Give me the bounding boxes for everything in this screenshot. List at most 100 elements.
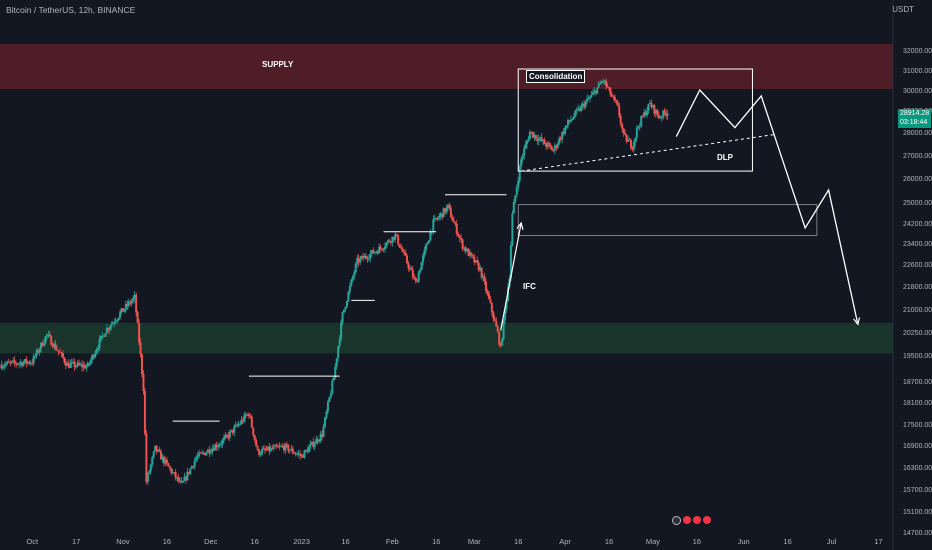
- candle-body: [616, 102, 619, 106]
- candle-body: [613, 96, 616, 101]
- candle-body: [555, 145, 558, 148]
- candle-body: [561, 131, 564, 140]
- candle-body: [249, 415, 252, 417]
- candle-body: [208, 449, 211, 454]
- candle-body: [376, 251, 379, 254]
- logo-badge[interactable]: [672, 516, 711, 525]
- y-tick-label: 20250.00: [903, 330, 932, 337]
- candle-body: [45, 334, 48, 337]
- candle-body: [315, 439, 318, 444]
- candle-body: [663, 110, 666, 114]
- candle-body: [221, 440, 224, 445]
- consolidation-label: Consolidation: [526, 70, 586, 83]
- candle-body: [0, 364, 3, 369]
- candle-body: [266, 446, 269, 450]
- candle-body: [442, 208, 445, 218]
- y-tick-label: 23400.00: [903, 241, 932, 248]
- candle-body: [356, 257, 359, 264]
- candle-body: [631, 147, 634, 150]
- candle-body: [120, 308, 123, 313]
- candle-body: [225, 435, 228, 437]
- candle-body: [351, 276, 354, 280]
- candle-body: [331, 380, 334, 394]
- candle-body: [192, 466, 195, 468]
- candle-body: [67, 363, 70, 368]
- candle-body: [256, 446, 259, 450]
- candle-body: [44, 336, 47, 344]
- candle-body: [578, 108, 581, 111]
- candle-body: [341, 312, 344, 323]
- candle-body: [574, 110, 577, 117]
- candle-body: [656, 109, 659, 115]
- candle-body: [524, 144, 527, 149]
- candle-body: [26, 361, 29, 364]
- candle-body: [634, 137, 637, 143]
- candle-body: [92, 355, 95, 358]
- candle-body: [389, 241, 392, 243]
- candle-body: [422, 255, 425, 263]
- x-tick-label: Oct: [26, 537, 39, 546]
- y-tick-label: 18700.00: [903, 379, 932, 386]
- candle-body: [512, 202, 515, 214]
- candle-body: [294, 453, 297, 455]
- candle-body: [569, 120, 572, 122]
- candle-body: [76, 362, 79, 367]
- candle-body: [407, 262, 410, 269]
- candle-body: [211, 448, 214, 453]
- candle-body: [405, 255, 408, 263]
- candle-body: [29, 362, 32, 364]
- candle-body: [261, 449, 264, 454]
- candle-body: [135, 294, 138, 313]
- candle-body: [141, 354, 144, 374]
- candle-body: [277, 446, 280, 448]
- candle-body: [218, 444, 221, 446]
- candle-body: [258, 449, 261, 455]
- candle-body: [433, 218, 436, 220]
- candle-body: [31, 362, 34, 364]
- candle-body: [545, 144, 548, 147]
- candle-body: [619, 116, 622, 124]
- x-tick-label: Dec: [204, 537, 218, 546]
- candle-body: [54, 343, 57, 350]
- candle-body: [136, 312, 139, 323]
- x-tick-label: 16: [251, 537, 259, 546]
- candle-body: [379, 246, 382, 249]
- candle-body: [429, 232, 432, 241]
- candle-body: [187, 471, 190, 474]
- candle-body: [236, 424, 239, 426]
- candle-body: [338, 339, 341, 347]
- candle-body: [88, 363, 91, 365]
- candle-body: [521, 156, 524, 160]
- candle-body: [413, 277, 416, 279]
- candle-body: [291, 448, 294, 453]
- candle-body: [42, 343, 45, 346]
- candle-body: [438, 215, 441, 219]
- y-tick-label: 17500.00: [903, 422, 932, 429]
- x-tick-label: May: [646, 537, 660, 546]
- candle-body: [66, 363, 69, 366]
- candle-body: [552, 150, 555, 152]
- candle-body: [244, 414, 247, 416]
- candle-body: [97, 348, 100, 351]
- candle-body: [38, 349, 41, 353]
- candle-body: [588, 97, 591, 99]
- candle-body: [299, 453, 302, 456]
- y-tick-label: 27000.00: [903, 153, 932, 160]
- candle-body: [587, 98, 590, 100]
- candle-body: [50, 336, 53, 345]
- candle-body: [416, 281, 419, 283]
- candle-body: [347, 291, 350, 302]
- candle-body: [309, 444, 312, 448]
- candle-body: [394, 234, 397, 240]
- lightning-icon: [672, 516, 681, 525]
- candle-body: [659, 116, 662, 119]
- last-price-tag: 28914.28 03:18:44: [898, 109, 931, 128]
- candle-body: [337, 346, 340, 359]
- candle-body: [477, 262, 480, 271]
- candle-body: [83, 365, 86, 369]
- candle-body: [220, 444, 223, 446]
- candle-body: [627, 139, 630, 142]
- candle-body: [640, 116, 643, 127]
